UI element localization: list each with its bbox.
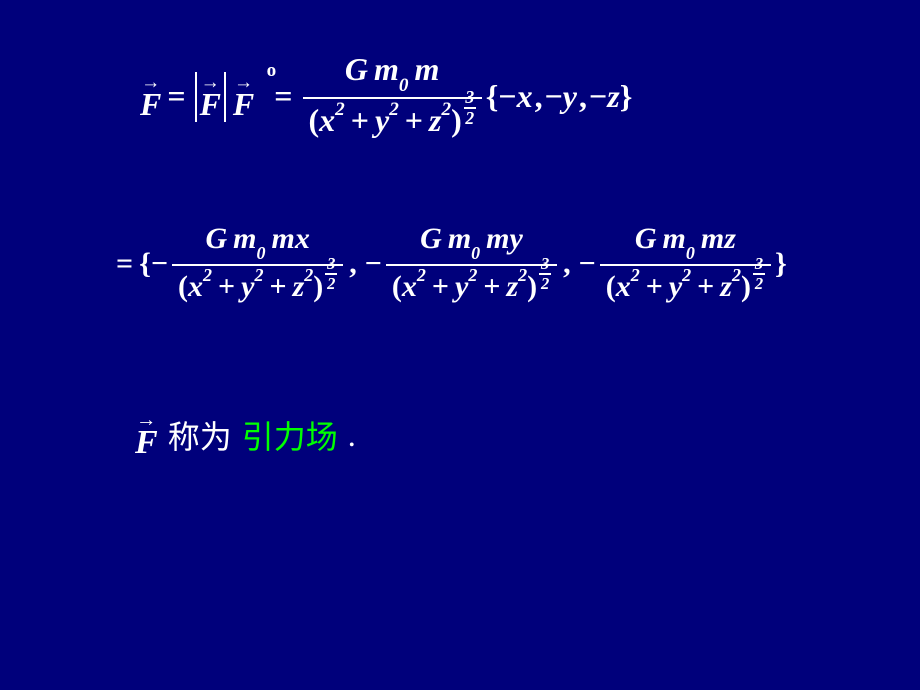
lbrace: { <box>486 78 499 115</box>
component-x-fraction: Gm0mx (x2+y2+z2) 32 <box>172 220 343 308</box>
rbrace: } <box>620 78 633 115</box>
magnitude-F: → F <box>192 72 229 122</box>
denominator: (x2+y2+z2) 3 2 <box>303 99 482 144</box>
equals-sign: = <box>161 78 191 115</box>
equals-sign-3: = <box>110 247 139 281</box>
equals-sign-2: = <box>254 78 298 115</box>
exponent-three-halves: 3 2 <box>464 89 476 128</box>
caption-prefix: 称为 <box>168 412 232 458</box>
main-fraction: Gm0m (x2+y2+z2) 3 2 <box>303 50 482 143</box>
component-y-fraction: Gm0my (x2+y2+z2) 32 <box>386 220 557 308</box>
rbrace-2: } <box>775 247 787 281</box>
abs-bar-left <box>195 72 197 122</box>
unit-superscript-o: o <box>267 61 277 80</box>
equation-line-1: → F = → F → F o = Gm0m (x2+y2+z2) 3 2 <box>140 50 632 143</box>
component-z-fraction: Gm0mz (x2+y2+z2) 32 <box>600 220 771 308</box>
unit-vector-F: → F o <box>233 73 254 120</box>
vector-F-inside-abs: → F <box>200 73 221 120</box>
caption-period: . <box>348 417 356 454</box>
abs-bar-right <box>224 72 226 122</box>
equation-line-2: = { − Gm0mx (x2+y2+z2) 32 , − Gm0my (x2+… <box>110 220 787 308</box>
lbrace-2: { <box>139 247 151 281</box>
definition-line: → F 称为引力场 . <box>135 410 356 460</box>
vector-F: → F <box>140 73 161 120</box>
numerator-Gm0m: Gm0m <box>335 50 449 97</box>
caption-term: 引力场 <box>242 412 338 458</box>
vector-F-definition: → F <box>135 410 158 460</box>
